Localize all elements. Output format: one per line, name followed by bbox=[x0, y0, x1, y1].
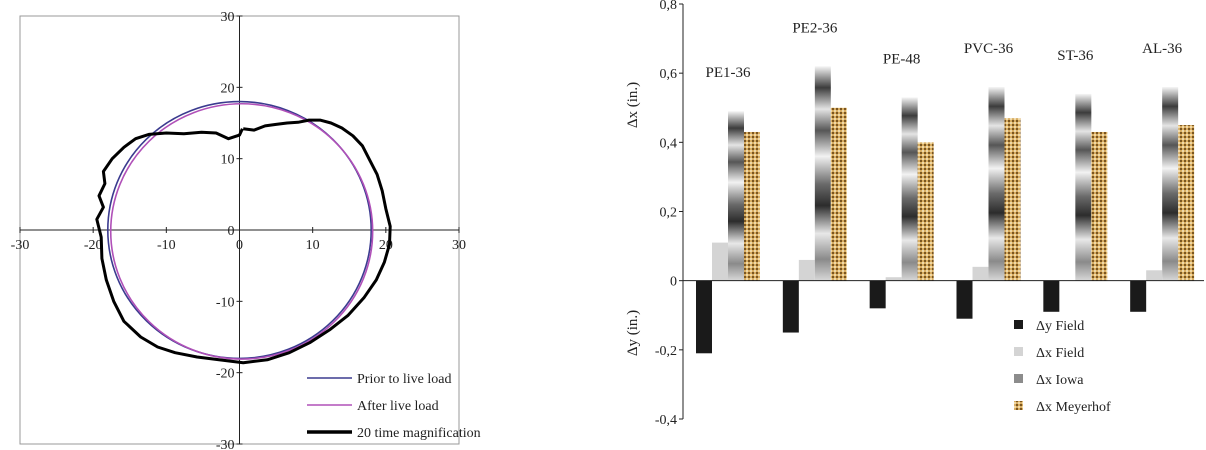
legend-label: Δy Field bbox=[1036, 319, 1084, 334]
bar-y-field bbox=[869, 280, 886, 309]
x-tick-label: -20 bbox=[84, 238, 103, 253]
y-tick-label: 0,8 bbox=[660, 0, 678, 13]
y-tick-label: 0,2 bbox=[660, 206, 678, 221]
category-label: PVC-36 bbox=[964, 41, 1014, 57]
x-tick-label: 10 bbox=[306, 238, 320, 253]
after-live-load-circle bbox=[109, 102, 374, 360]
category-label: PE2-36 bbox=[792, 20, 838, 36]
bars-layer bbox=[696, 66, 1195, 354]
bar-x-iowa bbox=[901, 97, 918, 281]
legend-label: Δx Field bbox=[1036, 346, 1084, 361]
y-tick-label: 0 bbox=[228, 224, 235, 239]
legend: Prior to live load After live load 20 time… bbox=[307, 372, 481, 441]
y-tick-label: 0,6 bbox=[660, 67, 678, 82]
bar-y-field bbox=[1130, 280, 1147, 312]
bar-x-iowa bbox=[1075, 93, 1092, 281]
bar-x-meyerhof bbox=[744, 131, 760, 281]
magnification-curve bbox=[95, 118, 392, 365]
bar-x-field bbox=[885, 277, 902, 281]
bar-x-meyerhof bbox=[1091, 131, 1108, 281]
bar-x-meyerhof bbox=[1178, 125, 1195, 281]
y-tick-label: -0,4 bbox=[655, 413, 677, 428]
y-tick-label: 30 bbox=[221, 10, 235, 25]
x-tick-label: 30 bbox=[452, 238, 466, 253]
category-label: PE1-36 bbox=[706, 65, 752, 81]
bar-x-iowa bbox=[728, 111, 744, 281]
y-tick-label: -10 bbox=[216, 295, 235, 310]
bar-y-field bbox=[956, 280, 973, 319]
bar-x-field bbox=[798, 259, 815, 281]
x-tick-label: -10 bbox=[157, 238, 176, 253]
y-axis-label-lower: Δy (in.) bbox=[625, 310, 641, 356]
x-tick-label: 0 bbox=[236, 238, 243, 253]
deflection-bar-chart: 0,80,60,40,20-0,2-0,4 Δx (in.) Δy (in.) … bbox=[625, 0, 1204, 428]
axes bbox=[19, 15, 460, 445]
bar-x-meyerhof bbox=[830, 107, 847, 281]
legend-swatch bbox=[1014, 401, 1023, 410]
bar-x-field bbox=[712, 242, 728, 281]
legend-swatch bbox=[1014, 320, 1023, 329]
bar-x-field bbox=[972, 266, 989, 281]
bar-y-field bbox=[696, 280, 712, 354]
y-tick-label: 20 bbox=[221, 81, 235, 96]
y-tick-label: 0 bbox=[670, 275, 677, 290]
series-layer bbox=[95, 100, 392, 365]
bar-y-field bbox=[782, 280, 799, 333]
y-tick-label: 0,4 bbox=[660, 136, 678, 151]
y-axis-label-upper: Δx (in.) bbox=[625, 82, 641, 128]
y-tick-label: 10 bbox=[221, 153, 235, 168]
y-tick-label: -20 bbox=[216, 367, 235, 382]
bar-x-iowa bbox=[814, 66, 831, 281]
bar-x-iowa bbox=[1162, 87, 1179, 281]
legend-label: Δx Iowa bbox=[1036, 373, 1084, 388]
y-tick-label: -30 bbox=[216, 438, 235, 450]
legend-swatch bbox=[1014, 374, 1023, 383]
legend-label: After live load bbox=[357, 399, 439, 414]
category-labels: PE1-36 PE2-36 PE-48 PVC-36 ST-36 AL-36 bbox=[706, 20, 1183, 81]
category-label: AL-36 bbox=[1142, 41, 1182, 57]
bar-x-meyerhof bbox=[917, 142, 934, 281]
bar-x-field bbox=[1146, 270, 1163, 281]
bar-x-iowa bbox=[988, 87, 1005, 281]
legend-label: Δx Meyerhof bbox=[1036, 400, 1111, 415]
legend-label: 20 time magnification bbox=[357, 426, 481, 441]
legend-swatch bbox=[1014, 347, 1023, 356]
bar-y-field bbox=[1043, 280, 1060, 312]
axes bbox=[679, 3, 1204, 420]
y-tick-labels: 0,8 0,6 0,4 0,2 0 -0,2 -0,4 bbox=[655, 0, 677, 428]
legend-label: Prior to live load bbox=[357, 372, 452, 387]
legend: Δy Field Δx Field Δx Iowa Δx Meyerhof bbox=[1014, 319, 1111, 415]
bar-x-meyerhof bbox=[1004, 118, 1021, 281]
y-tick-label: -0,2 bbox=[655, 344, 677, 359]
category-label: ST-36 bbox=[1057, 48, 1094, 64]
category-label: PE-48 bbox=[883, 51, 921, 67]
x-tick-label: -30 bbox=[11, 238, 30, 253]
